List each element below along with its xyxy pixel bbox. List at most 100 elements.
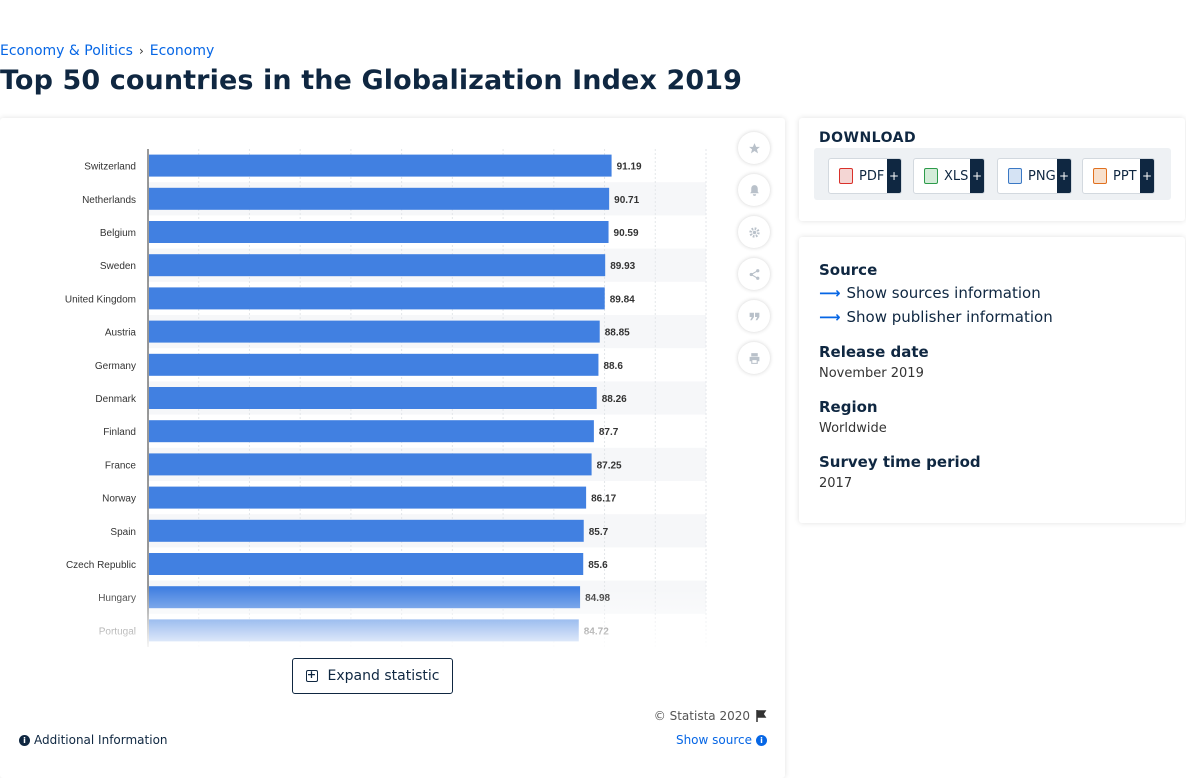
download-xls-button[interactable]: XLS + <box>913 158 985 194</box>
download-card: DOWNLOAD PDF + XLS + PNG + PPT + <box>799 118 1185 221</box>
bar-norway <box>149 486 587 509</box>
statistic-details-card: Source ⟶ Show sources information ⟶ Show… <box>799 237 1185 523</box>
value-label: 91.19 <box>617 162 642 173</box>
value-label: 88.85 <box>605 328 630 339</box>
bar-france <box>149 453 592 476</box>
category-label: Austria <box>105 328 137 339</box>
arrow-right-icon: ⟶ <box>819 308 841 326</box>
breadcrumb-item-economy-politics[interactable]: Economy & Politics <box>0 43 133 59</box>
category-label: France <box>105 460 137 471</box>
download-ppt-button[interactable]: PPT + <box>1082 158 1155 194</box>
bar-spain <box>149 519 584 542</box>
additional-information-label: Additional Information <box>34 733 168 747</box>
value-label: 89.93 <box>610 261 635 272</box>
page-title: Top 50 countries in the Globalization In… <box>0 65 743 96</box>
show-source-label: Show source <box>675 733 752 747</box>
value-label: 84.98 <box>585 593 610 604</box>
region-heading: Region <box>819 398 878 416</box>
category-label: Norway <box>102 494 136 505</box>
info-icon: i <box>19 734 30 746</box>
plus-square-icon: + <box>305 668 318 682</box>
bar-hungary <box>149 586 581 609</box>
source-heading: Source <box>819 261 878 279</box>
flag-icon[interactable] <box>756 710 767 722</box>
category-label: Portugal <box>99 626 136 637</box>
bar-germany <box>149 353 599 376</box>
value-label: 87.7 <box>599 427 619 438</box>
download-png-button[interactable]: PNG + <box>997 158 1072 194</box>
download-title: DOWNLOAD <box>819 130 917 146</box>
show-sources-label: Show sources information <box>846 284 1041 302</box>
breadcrumb-item-economy[interactable]: Economy <box>149 43 215 59</box>
category-label: Czech Republic <box>66 560 136 571</box>
download-ppt-label: PPT <box>1113 168 1137 184</box>
bar-czech-republic <box>149 553 584 575</box>
release-date-heading: Release date <box>819 343 929 361</box>
plus-icon: + <box>970 159 984 193</box>
value-label: 85.6 <box>588 560 608 571</box>
xls-file-icon <box>924 168 938 184</box>
bar-switzerland <box>149 154 612 177</box>
share-icon[interactable] <box>738 258 770 290</box>
breadcrumb-separator: › <box>138 44 144 58</box>
category-label: Spain <box>110 527 136 538</box>
bar-united-kingdom <box>149 287 605 310</box>
download-pdf-label: PDF <box>859 168 885 184</box>
value-label: 90.59 <box>614 228 639 239</box>
star-icon[interactable] <box>738 132 770 164</box>
bar-belgium <box>149 221 609 243</box>
show-source-link[interactable]: Show source i <box>676 733 767 747</box>
value-label: 88.26 <box>602 394 627 405</box>
additional-information-link[interactable]: i Additional Information <box>19 733 168 747</box>
copyright-text: © Statista 2020 <box>653 709 750 723</box>
bar-portugal <box>149 619 579 642</box>
category-label: Belgium <box>100 228 136 239</box>
release-date-value: November 2019 <box>819 366 924 381</box>
plus-icon: + <box>887 159 901 193</box>
download-png-label: PNG <box>1028 168 1056 184</box>
value-label: 87.25 <box>597 460 622 471</box>
quote-icon[interactable] <box>738 300 770 332</box>
gear-icon[interactable] <box>738 216 770 248</box>
show-publisher-label: Show publisher information <box>846 308 1053 326</box>
breadcrumb: Economy & Politics › Economy <box>0 43 214 59</box>
category-label: Netherlands <box>82 195 136 206</box>
survey-period-heading: Survey time period <box>819 453 981 471</box>
category-label: Sweden <box>100 261 136 272</box>
bar-austria <box>149 320 600 343</box>
info-icon: i <box>756 734 767 746</box>
category-label: Switzerland <box>84 162 136 173</box>
value-label: 85.7 <box>589 527 609 538</box>
pdf-file-icon <box>839 168 853 184</box>
chart-toolbar <box>738 132 770 374</box>
download-xls-label: XLS <box>944 168 969 184</box>
chart-card: Switzerland 91.19 Netherlands 90.71 Belgium 9… <box>0 118 785 778</box>
plus-icon: + <box>1140 159 1154 193</box>
ppt-file-icon <box>1093 168 1107 184</box>
bell-icon[interactable] <box>738 174 770 206</box>
category-label: Germany <box>95 361 136 372</box>
value-label: 84.72 <box>584 626 609 637</box>
survey-period-value: 2017 <box>819 476 853 491</box>
value-label: 90.71 <box>614 195 639 206</box>
category-label: Denmark <box>95 394 137 405</box>
value-label: 88.6 <box>603 361 623 372</box>
print-icon[interactable] <box>738 342 770 374</box>
value-label: 89.84 <box>610 294 635 305</box>
bar-chart: Switzerland 91.19 Netherlands 90.71 Belgium 9… <box>65 149 707 647</box>
show-sources-link[interactable]: ⟶ Show sources information <box>819 284 1041 302</box>
show-publisher-link[interactable]: ⟶ Show publisher information <box>819 308 1053 326</box>
bar-denmark <box>149 387 597 409</box>
arrow-right-icon: ⟶ <box>819 284 841 302</box>
expand-statistic-label: Expand statistic <box>327 668 440 684</box>
bar-netherlands <box>149 187 610 210</box>
bar-finland <box>149 420 594 443</box>
expand-statistic-button[interactable]: + Expand statistic <box>292 658 453 694</box>
bar-sweden <box>149 254 606 277</box>
download-pdf-button[interactable]: PDF + <box>828 158 902 194</box>
category-label: Hungary <box>98 593 136 604</box>
plus-icon: + <box>1057 159 1071 193</box>
category-label: United Kingdom <box>65 294 136 305</box>
png-file-icon <box>1008 168 1022 184</box>
region-value: Worldwide <box>819 421 887 436</box>
